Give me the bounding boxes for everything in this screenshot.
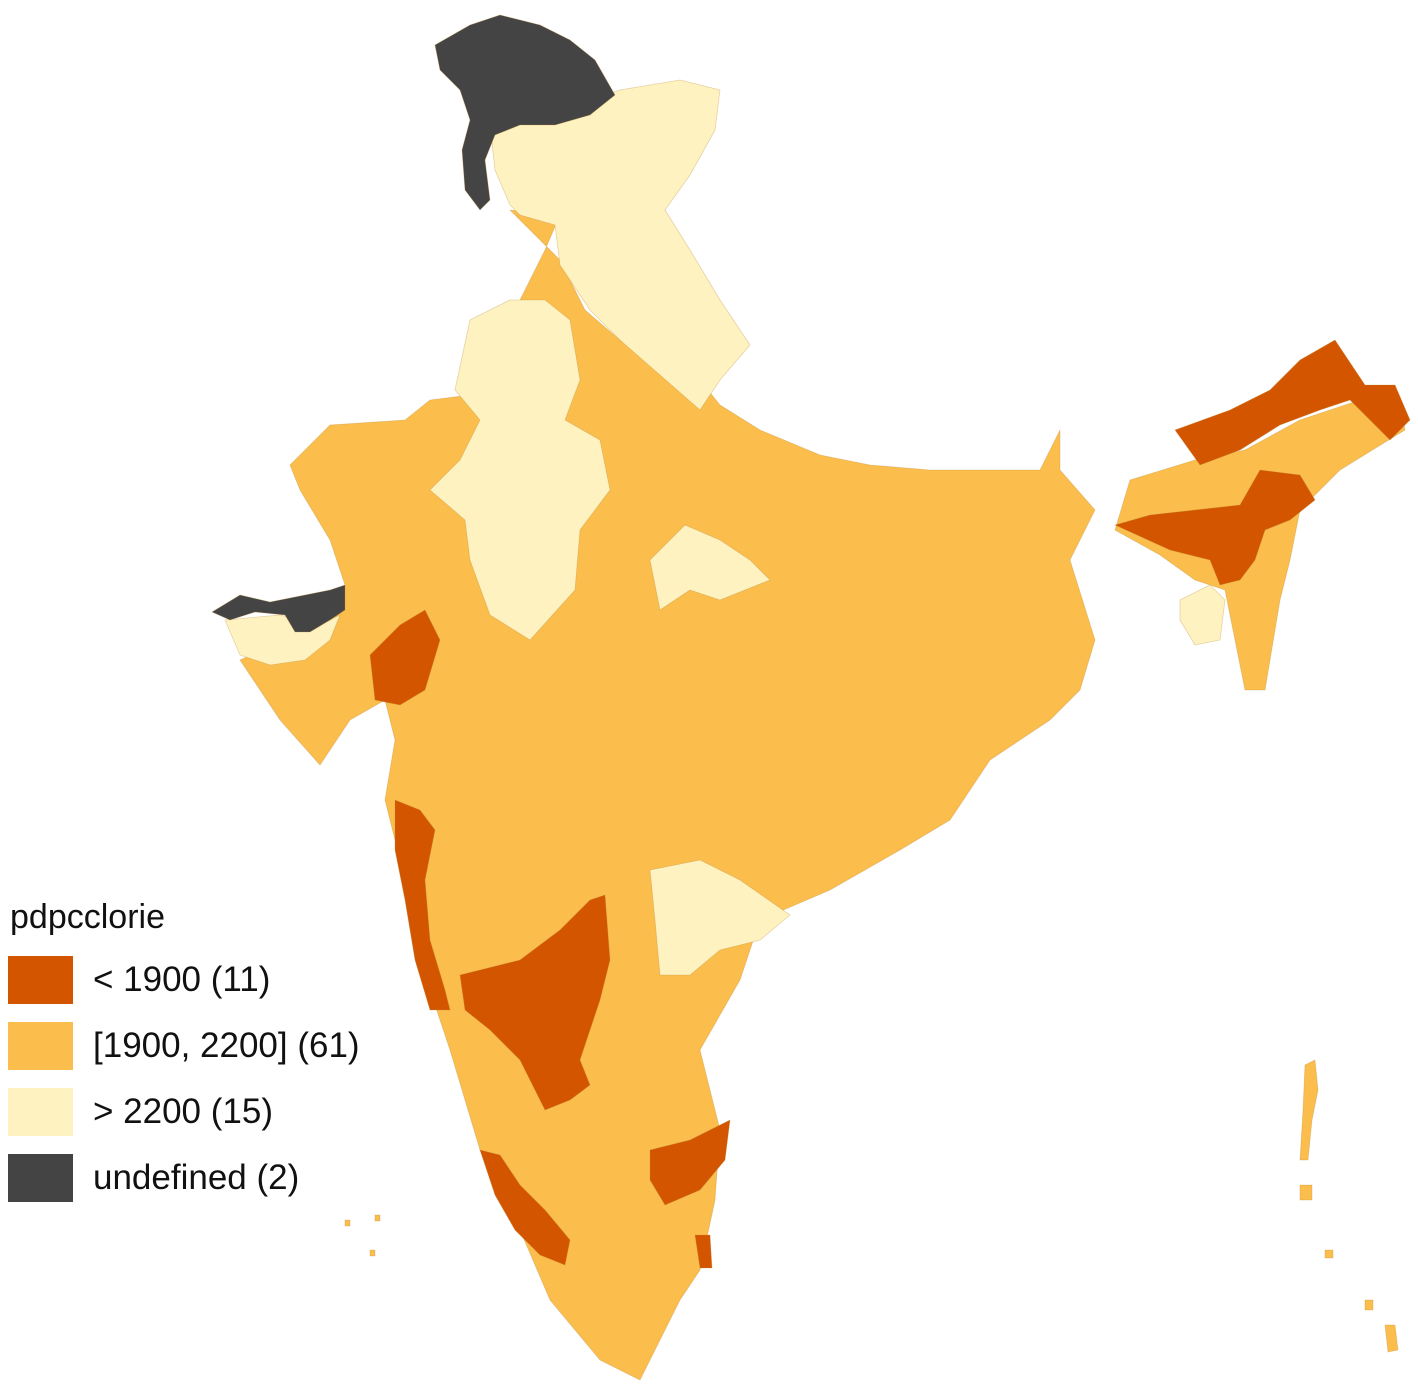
legend-swatch-low: [8, 956, 73, 1004]
legend-item-mid: [1900, 2200] (61): [8, 1017, 428, 1075]
region-tamilnadu-south: [694, 1234, 713, 1269]
region-rajasthan-east: [429, 299, 611, 641]
region-andaman-2: [1299, 1184, 1313, 1201]
region-arunachal: [1174, 339, 1411, 466]
region-nicobar-1: [1324, 1249, 1334, 1259]
legend-swatch-mid: [8, 1022, 73, 1070]
legend-title: pdpcclorie: [10, 898, 165, 936]
region-telangana: [649, 859, 791, 976]
region-konkan-coast: [394, 799, 451, 1011]
region-gujarat-west: [211, 584, 346, 633]
map-legend: pdpcclorie < 1900 (11) [1900, 2200] (61)…: [8, 895, 428, 1215]
region-mp-north: [649, 524, 771, 611]
legend-item-high: > 2200 (15): [8, 1083, 428, 1141]
legend-label-mid: [1900, 2200] (61): [93, 1026, 360, 1065]
region-andaman-1: [1299, 1059, 1319, 1161]
legend-label-high: > 2200 (15): [93, 1092, 273, 1131]
region-nicobar-3: [1384, 1324, 1399, 1353]
legend-swatch-high: [8, 1088, 73, 1136]
region-lakshadweep-1: [344, 1219, 351, 1227]
region-meghalaya-south: [1179, 584, 1226, 646]
legend-swatch-undefined: [8, 1154, 73, 1202]
legend-label-low: < 1900 (11): [93, 960, 271, 999]
region-north-hills: [489, 79, 751, 411]
region-tamilnadu-north: [649, 1119, 731, 1206]
region-karnataka: [459, 894, 611, 1111]
legend-label-undefined: undefined (2): [93, 1158, 300, 1197]
region-jammu-kashmir: [434, 14, 616, 211]
legend-item-undefined: undefined (2): [8, 1149, 428, 1207]
region-nicobar-2: [1364, 1299, 1374, 1311]
region-lakshadweep-2: [374, 1214, 381, 1222]
region-lakshadweep-3: [369, 1249, 376, 1257]
region-assam-south: [1114, 469, 1316, 586]
legend-item-low: < 1900 (11): [8, 951, 428, 1009]
region-kerala-north: [479, 1149, 571, 1266]
region-gujarat-central: [369, 609, 441, 706]
